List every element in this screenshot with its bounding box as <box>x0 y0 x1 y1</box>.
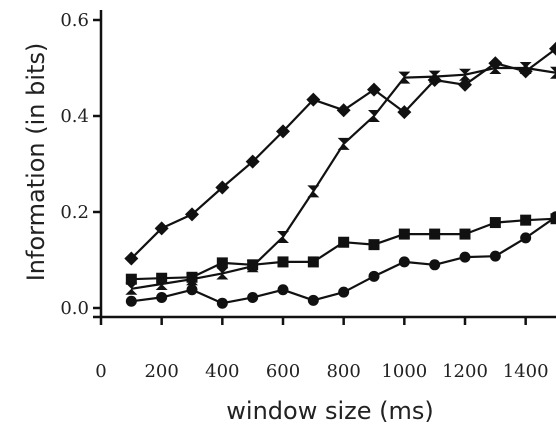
circle-marker <box>550 211 556 223</box>
y-tick-label: 0.0 <box>60 298 89 319</box>
x-tick-label: 0 <box>95 361 106 382</box>
square-marker <box>520 214 532 226</box>
diamond-marker <box>245 154 260 169</box>
triangle-marker <box>398 71 411 84</box>
series-circle <box>125 211 556 309</box>
triangle-marker <box>337 137 350 150</box>
circle-marker <box>398 256 410 268</box>
circle-marker <box>216 297 228 309</box>
x-tick-label: 400 <box>205 361 239 382</box>
circle-marker <box>489 250 501 262</box>
x-tick-label: 200 <box>144 361 178 382</box>
square-marker <box>186 271 198 283</box>
diamond-marker <box>215 180 230 195</box>
diamond-marker <box>276 124 290 139</box>
triangle-marker <box>125 282 138 295</box>
square-marker <box>368 239 380 251</box>
circle-marker <box>186 284 198 296</box>
square-marker <box>277 256 289 268</box>
diamond-marker <box>458 77 472 92</box>
y-tick-label: 0.6 <box>60 10 89 31</box>
x-tick-label: 1200 <box>442 361 488 382</box>
diamond-marker <box>306 92 321 107</box>
diamond-marker <box>124 251 139 266</box>
square-marker <box>489 217 501 229</box>
y-tick-label: 0.4 <box>60 106 89 127</box>
circle-marker <box>459 251 471 263</box>
x-tick-label: 800 <box>326 361 360 382</box>
circle-marker <box>277 284 289 296</box>
diamond-marker <box>185 207 199 222</box>
diamond-marker <box>154 221 169 236</box>
diamond-marker <box>367 82 381 97</box>
circle-marker <box>368 270 380 282</box>
circle-marker <box>338 286 350 298</box>
circle-marker <box>307 294 319 306</box>
series-diamond <box>124 41 556 266</box>
triangle-marker <box>307 185 320 198</box>
triangle-marker <box>550 66 556 79</box>
diamond-marker <box>336 103 351 118</box>
square-marker <box>459 228 471 240</box>
circle-marker <box>429 259 441 271</box>
diamond-marker <box>397 105 412 120</box>
x-axis-title: window size (ms) <box>226 397 433 425</box>
triangle-marker <box>428 70 441 83</box>
square-marker <box>429 228 441 240</box>
series-group <box>124 41 556 309</box>
square-marker <box>307 256 319 268</box>
triangle-marker <box>216 267 229 280</box>
circle-marker <box>156 291 168 303</box>
triangle-marker <box>489 62 502 74</box>
square-marker <box>216 257 228 269</box>
y-axis-title: Information (in bits) <box>22 43 50 282</box>
circle-marker <box>247 291 259 303</box>
square-marker <box>247 259 259 271</box>
square-marker <box>338 236 350 248</box>
triangle-marker <box>368 110 380 122</box>
axes: 0.0 0.2 0.4 0.6 0 200 400 600 800 1000 1200 1400 <box>60 10 556 382</box>
square-marker <box>398 228 410 240</box>
circle-marker <box>125 295 137 307</box>
triangle-marker <box>459 68 471 81</box>
square-marker <box>156 272 168 284</box>
triangle-marker <box>277 230 289 243</box>
y-tick-label: 0.2 <box>60 202 89 223</box>
circle-marker <box>520 232 532 244</box>
triangle-marker <box>519 62 532 74</box>
x-tick-label: 600 <box>266 361 300 382</box>
series-square <box>125 213 556 285</box>
diamond-marker <box>549 41 556 56</box>
x-tick-label: 1000 <box>381 361 427 382</box>
square-marker <box>125 273 137 285</box>
x-tick-label: 1400 <box>503 361 549 382</box>
